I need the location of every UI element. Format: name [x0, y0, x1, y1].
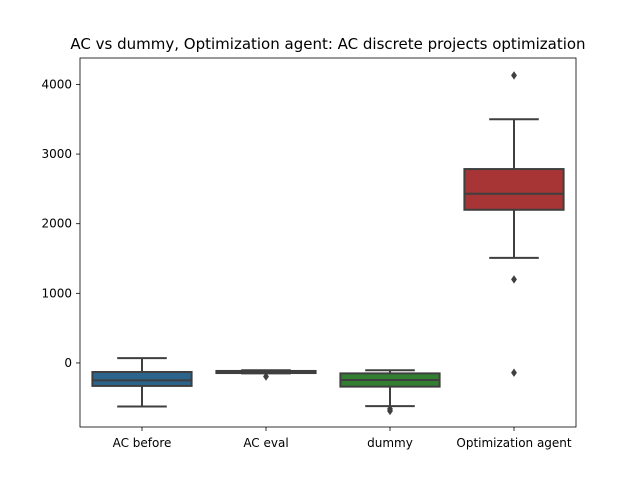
plot-area — [91, 71, 565, 416]
outlier-point — [511, 368, 517, 377]
y-tick-label: 2000 — [41, 217, 72, 231]
box-dummy — [339, 369, 441, 416]
plot-frame — [79, 57, 577, 428]
y-tick-label: 0 — [64, 356, 72, 370]
outlier-point — [387, 406, 393, 416]
x-tick-label: AC before — [113, 436, 172, 450]
box-iqr — [91, 370, 193, 387]
outlier-point — [511, 71, 517, 80]
box-ac-before — [91, 357, 193, 408]
outlier-point — [263, 372, 269, 381]
y-tick-label: 3000 — [41, 147, 72, 161]
y-tick-label: 1000 — [41, 286, 72, 300]
outlier-point — [511, 275, 517, 284]
box-optimization-agent — [463, 71, 565, 377]
x-tick-label: Optimization agent — [456, 436, 572, 450]
x-tick-label: AC eval — [243, 436, 288, 450]
chart-title: AC vs dummy, Optimization agent: AC disc… — [70, 35, 585, 53]
x-tick-label: dummy — [367, 436, 413, 450]
axes: 0 1000 2000 3000 4000 AC before AC eval dummy Op… — [41, 77, 571, 450]
y-tick-label: 4000 — [41, 77, 72, 91]
box-ac-eval — [215, 369, 317, 381]
box-iqr — [463, 168, 565, 211]
